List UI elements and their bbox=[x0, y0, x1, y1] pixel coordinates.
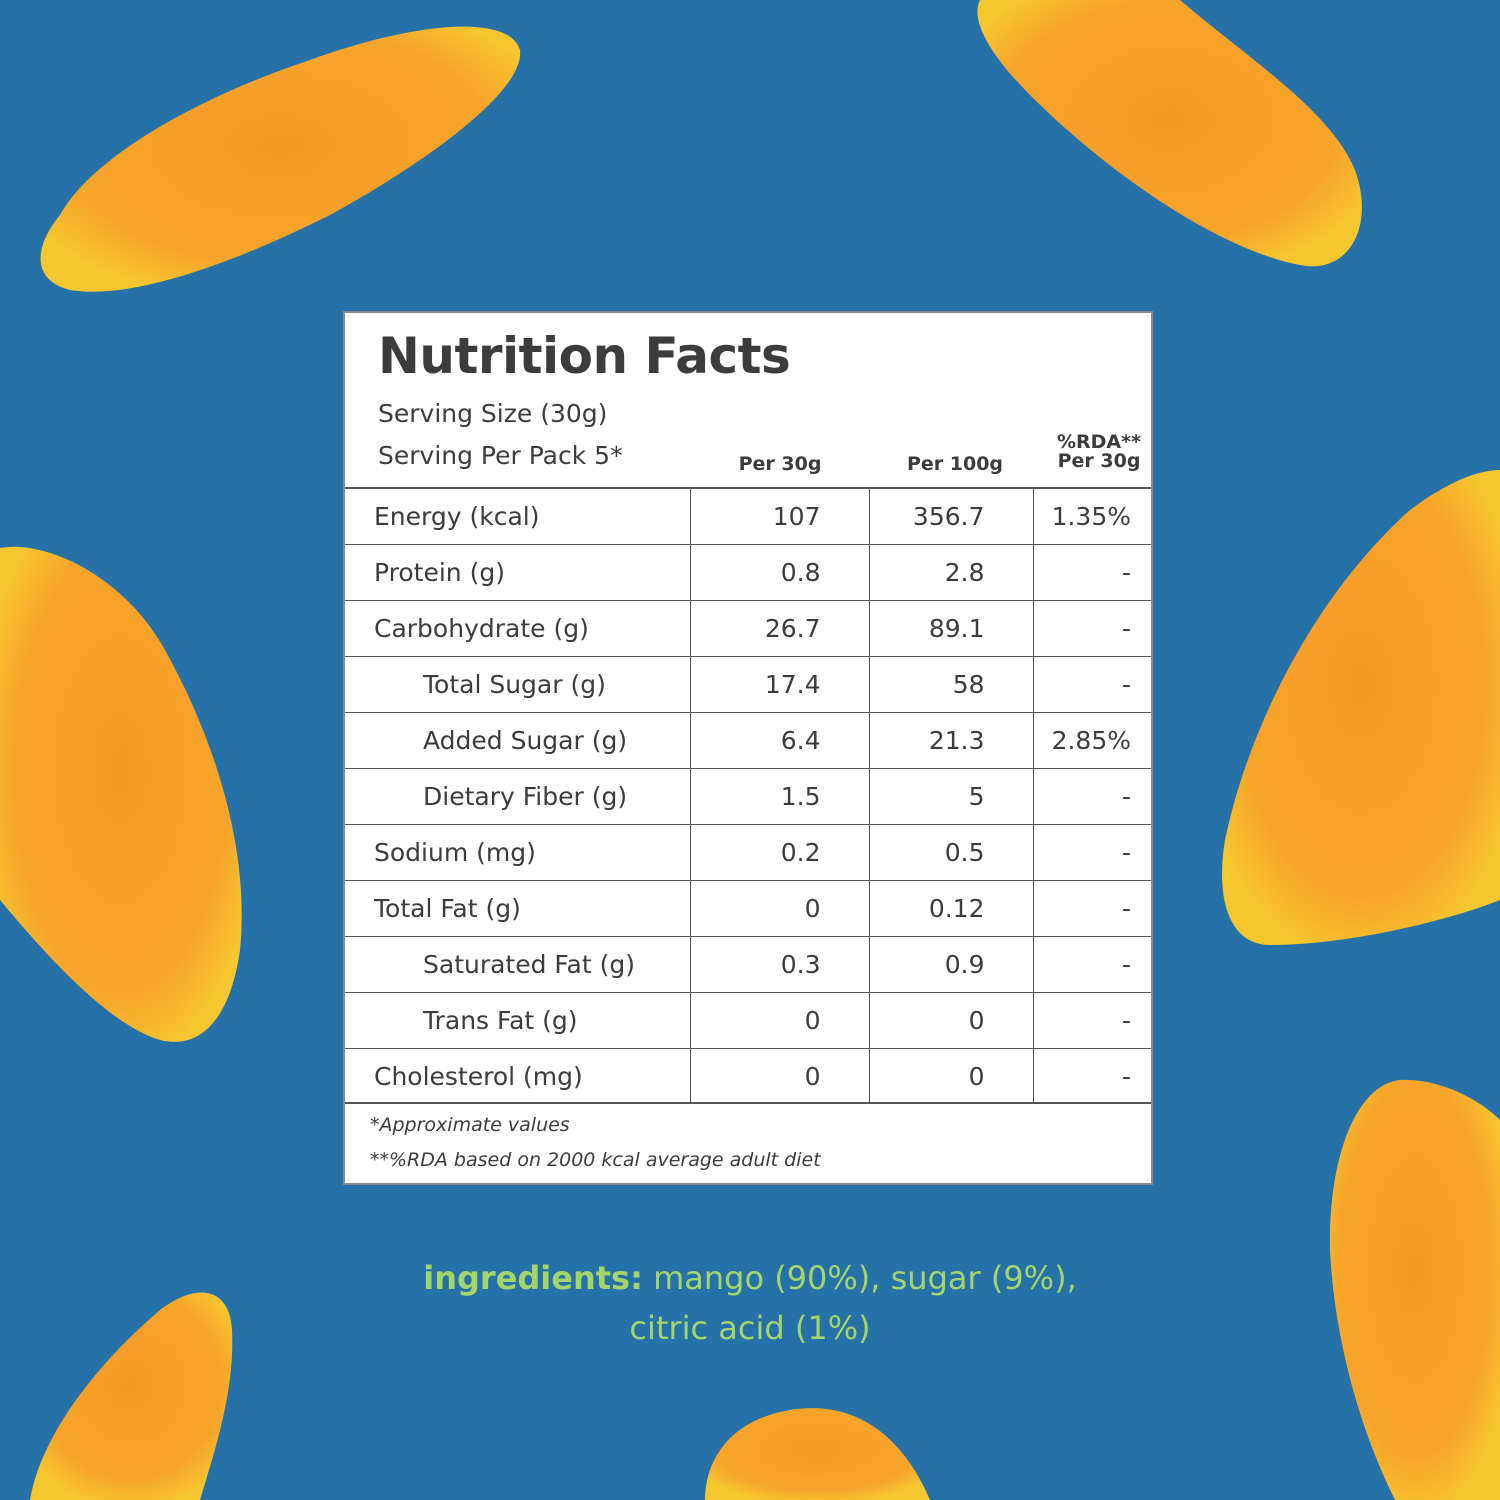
nutrient-name: Trans Fat (g) bbox=[345, 991, 690, 1048]
nutrient-name: Saturated Fat (g) bbox=[345, 935, 690, 992]
nutrient-name: Protein (g) bbox=[345, 543, 690, 600]
nutrient-name: Cholesterol (mg) bbox=[345, 1047, 690, 1104]
mango-slice-top-right bbox=[977, 0, 1362, 267]
table-row: Sodium (mg) 0.2 0.5- bbox=[345, 823, 1151, 880]
nutrition-table: Energy (kcal) 107 356.7 1.35% Protein (g) 0.8… bbox=[345, 487, 1151, 1104]
value-per-30g: 0 bbox=[689, 879, 869, 936]
value-per-100g: 21.3 bbox=[868, 711, 1033, 768]
column-header-rda: %RDA** Per 30g bbox=[1039, 433, 1159, 471]
mango-slice-right bbox=[1222, 470, 1500, 945]
value-rda: 1.35% bbox=[1032, 487, 1151, 544]
table-row: Energy (kcal) 107 356.7 1.35% bbox=[345, 487, 1151, 544]
table-row: Added Sugar (g) 6.4 21.3 2.85% bbox=[345, 711, 1151, 768]
mango-slice-bottom-center bbox=[705, 1408, 930, 1500]
value-rda: - bbox=[1032, 655, 1151, 712]
footnote-rda: **%RDA based on 2000 kcal average adult … bbox=[370, 1149, 821, 1171]
nutrient-name: Dietary Fiber (g) bbox=[345, 767, 690, 824]
table-row: Cholesterol (mg) 0 0- bbox=[345, 1047, 1151, 1104]
value-per-30g: 0.8 bbox=[689, 543, 869, 600]
value-per-30g: 0.3 bbox=[689, 935, 869, 992]
value-per-100g: 0 bbox=[868, 991, 1033, 1048]
nutrient-name: Added Sugar (g) bbox=[345, 711, 690, 768]
value-per-100g: 356.7 bbox=[868, 487, 1033, 544]
mango-slice-top-left bbox=[40, 26, 521, 292]
value-per-100g: 58 bbox=[868, 655, 1033, 712]
value-rda: - bbox=[1032, 879, 1151, 936]
value-rda: - bbox=[1032, 991, 1151, 1048]
mango-slice-bottom-left bbox=[30, 1292, 233, 1500]
ingredients-label: ingredients: bbox=[423, 1259, 643, 1297]
ingredients-line-2: citric acid (1%) bbox=[629, 1309, 871, 1347]
column-header-per-30g: Per 30g bbox=[738, 453, 822, 475]
nutrient-name: Total Fat (g) bbox=[345, 879, 690, 936]
mango-slice-left bbox=[0, 546, 242, 1042]
column-header-rda-line2: Per 30g bbox=[1057, 450, 1141, 472]
nutrient-name: Carbohydrate (g) bbox=[345, 599, 690, 656]
value-per-30g: 0 bbox=[689, 1047, 869, 1104]
nutrition-title: Nutrition Facts bbox=[378, 327, 791, 385]
value-per-30g: 1.5 bbox=[689, 767, 869, 824]
table-row: Total Sugar (g) 17.4 58- bbox=[345, 655, 1151, 712]
value-rda: 2.85% bbox=[1032, 711, 1151, 768]
table-row: Total Fat (g) 0 0.12- bbox=[345, 879, 1151, 936]
nutrition-facts-panel: Nutrition Facts Serving Size (30g) Servi… bbox=[343, 311, 1153, 1185]
value-per-30g: 26.7 bbox=[689, 599, 869, 656]
ingredients-line-1: ingredients: mango (90%), sugar (9%), bbox=[0, 1253, 1500, 1303]
value-per-30g: 6.4 bbox=[689, 711, 869, 768]
value-rda: - bbox=[1032, 599, 1151, 656]
value-per-100g: 0.5 bbox=[868, 823, 1033, 880]
mango-slice-bottom-right bbox=[1329, 1079, 1500, 1500]
value-per-30g: 17.4 bbox=[689, 655, 869, 712]
value-per-100g: 0 bbox=[868, 1047, 1033, 1104]
table-row: Trans Fat (g) 0 0- bbox=[345, 991, 1151, 1048]
column-header-rda-line1: %RDA** bbox=[1056, 431, 1141, 453]
value-per-100g: 0.9 bbox=[868, 935, 1033, 992]
value-per-100g: 0.12 bbox=[868, 879, 1033, 936]
value-per-100g: 2.8 bbox=[868, 543, 1033, 600]
value-per-100g: 5 bbox=[868, 767, 1033, 824]
value-per-30g: 0 bbox=[689, 991, 869, 1048]
nutrient-name: Total Sugar (g) bbox=[345, 655, 690, 712]
servings-per-pack: Serving Per Pack 5* bbox=[378, 441, 623, 470]
value-per-30g: 107 bbox=[689, 487, 869, 544]
table-row: Protein (g) 0.8 2.8- bbox=[345, 543, 1151, 600]
value-rda: - bbox=[1032, 767, 1151, 824]
nutrient-name: Energy (kcal) bbox=[345, 487, 690, 544]
ingredients-list-part1: mango (90%), sugar (9%), bbox=[642, 1259, 1077, 1297]
footnotes: *Approximate values **%RDA based on 2000… bbox=[345, 1102, 1151, 1185]
nutrient-name: Sodium (mg) bbox=[345, 823, 690, 880]
value-rda: - bbox=[1032, 823, 1151, 880]
table-row: Dietary Fiber (g) 1.5 5- bbox=[345, 767, 1151, 824]
serving-size: Serving Size (30g) bbox=[378, 399, 608, 428]
value-per-30g: 0.2 bbox=[689, 823, 869, 880]
value-rda: - bbox=[1032, 543, 1151, 600]
value-rda: - bbox=[1032, 1047, 1151, 1104]
column-header-per-100g: Per 100g bbox=[906, 453, 1004, 475]
table-row: Saturated Fat (g) 0.3 0.9- bbox=[345, 935, 1151, 992]
footnote-approximate: *Approximate values bbox=[370, 1114, 570, 1136]
value-per-100g: 89.1 bbox=[868, 599, 1033, 656]
value-rda: - bbox=[1032, 935, 1151, 992]
ingredients-text: ingredients: mango (90%), sugar (9%), ci… bbox=[0, 1253, 1500, 1353]
table-row: Carbohydrate (g) 26.7 89.1- bbox=[345, 599, 1151, 656]
